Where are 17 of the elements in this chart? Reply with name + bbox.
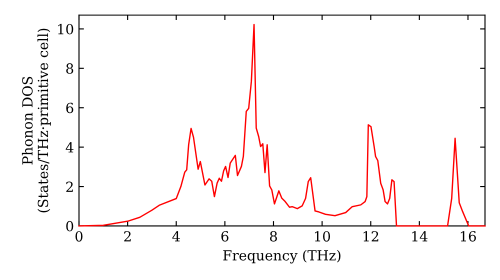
x-tick-label: 4 xyxy=(172,231,180,242)
x-tick-label: 2 xyxy=(124,231,131,242)
y-tick-label: 0 xyxy=(66,220,74,232)
y-tick-label: 6 xyxy=(66,102,74,114)
x-tick-label: 14 xyxy=(412,231,428,242)
x-tick-label: 12 xyxy=(364,231,378,242)
y-tick-label: 8 xyxy=(66,63,74,74)
y-axis-title: Phonon DOS (States/THz·primitive cell) xyxy=(22,28,51,212)
x-tick-label: 10 xyxy=(314,231,330,242)
x-tick-label: 6 xyxy=(221,231,228,242)
y-tick-label: 10 xyxy=(58,24,74,34)
y-tick-label: 2 xyxy=(66,182,73,192)
x-axis-title: Frequency (THz) xyxy=(223,250,340,264)
y-tick-label: 4 xyxy=(66,142,74,152)
x-tick-label: 0 xyxy=(75,231,82,242)
x-tick-label: 16 xyxy=(460,231,476,242)
x-tick-label: 8 xyxy=(270,231,277,242)
